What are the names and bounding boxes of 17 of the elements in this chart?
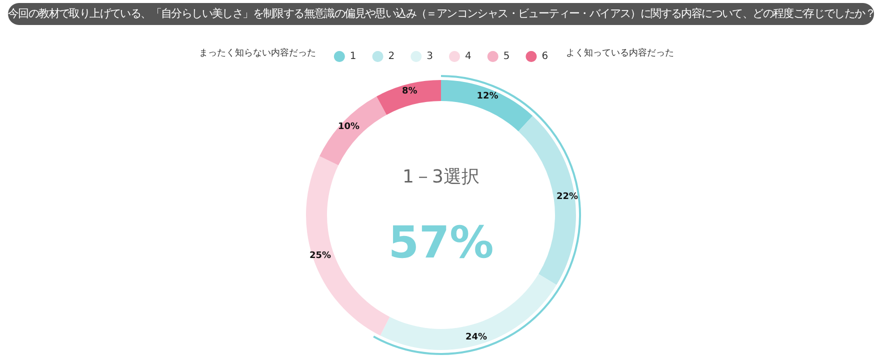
text: 57% [388, 218, 494, 268]
data-label: 8% [402, 86, 418, 96]
legend-label: 1 [350, 51, 356, 62]
data-label: 10% [338, 122, 360, 132]
legend-label: 6 [542, 51, 548, 62]
text: よく知っている内容だった [566, 48, 674, 58]
legend-label: 4 [465, 51, 472, 62]
data-label: 22% [556, 192, 578, 202]
data-label: 12% [476, 91, 498, 102]
text: 1－3選択 [402, 166, 480, 188]
chart-title: 今回の教材で取り上げている、「自分らしい美しさ」を制限する無意識の偏見や思い込み（＝アンコンシャス・ビューティー・バイアス）に関する内容について、どの程度ご存じでしたか？ [8, 3, 876, 25]
legend-label: 3 [426, 51, 434, 62]
legend-label: 2 [388, 51, 395, 62]
text: まったく知らない内容だった [199, 48, 316, 58]
legend-label: 5 [503, 51, 510, 62]
data-label: 24% [465, 332, 487, 343]
data-label: 25% [309, 250, 332, 261]
